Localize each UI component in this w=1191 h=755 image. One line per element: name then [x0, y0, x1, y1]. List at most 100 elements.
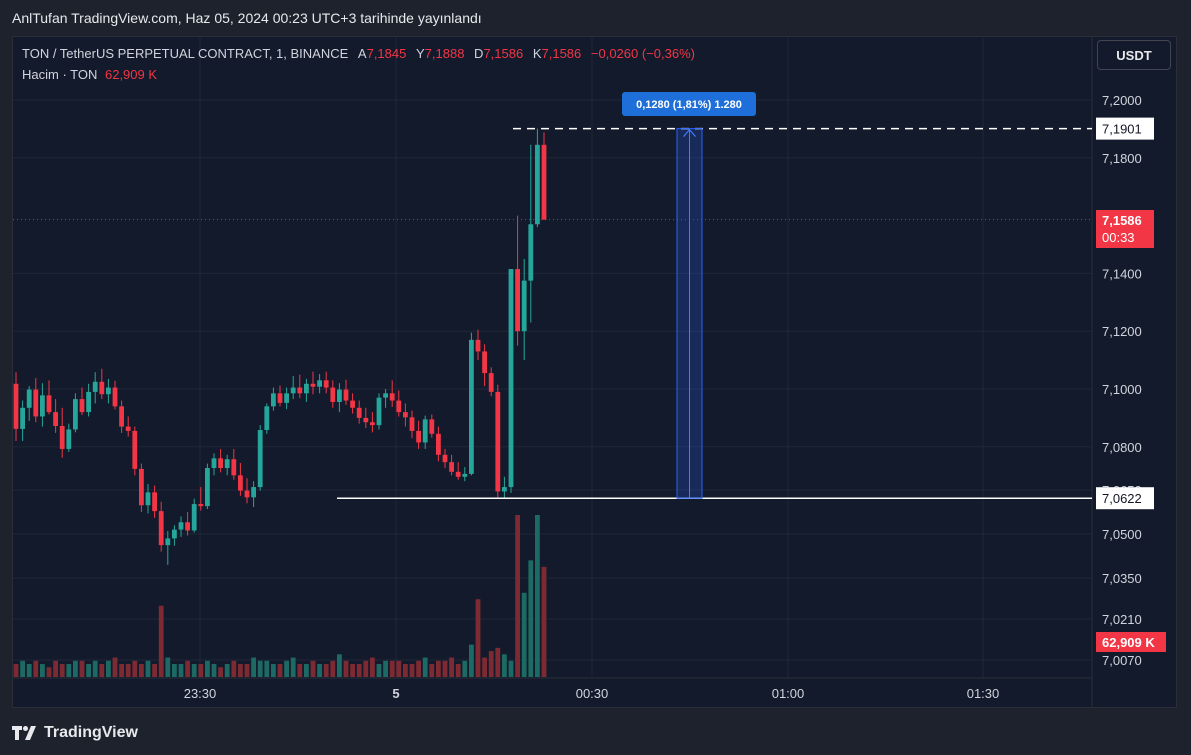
- volume-bar: [376, 664, 382, 677]
- candle-body: [290, 387, 296, 394]
- upper-price-label-box: [1096, 117, 1154, 140]
- time-tick-label: 01:30: [967, 686, 1000, 701]
- price-tick-label: 7,0800: [1102, 440, 1142, 455]
- candle-body: [205, 468, 210, 507]
- candle-body: [330, 387, 336, 403]
- candle-body: [92, 381, 98, 392]
- volume-label: Hacim · TON: [22, 67, 98, 82]
- volume-bar: [139, 664, 144, 677]
- volume-bar: [172, 664, 177, 677]
- volume-value-label-box: [1096, 632, 1166, 652]
- publish-info: AnlTufan TradingView.com, Haz 05, 2024 0…: [12, 10, 482, 26]
- low-label: D: [474, 46, 484, 61]
- candle-body: [370, 422, 375, 426]
- price-range-arrowhead: [683, 128, 696, 138]
- candle-body: [271, 393, 276, 407]
- candle-body: [218, 458, 223, 468]
- low-value: 7,1586: [483, 46, 524, 61]
- volume-bar: [238, 664, 243, 677]
- volume-bar: [224, 664, 230, 677]
- candle-body: [66, 429, 72, 449]
- volume-bar: [337, 654, 342, 677]
- tradingview-icon: [12, 726, 36, 740]
- volume-bar: [449, 657, 454, 677]
- candle-body: [26, 389, 32, 408]
- volume-bar: [383, 660, 388, 677]
- time-tick-label: 23:30: [184, 686, 217, 701]
- currency-button[interactable]: USDT: [1097, 40, 1171, 70]
- volume-bar: [462, 660, 468, 677]
- candle-body: [389, 393, 395, 401]
- tradingview-brand: TradingView: [44, 724, 138, 741]
- candle-body: [383, 393, 388, 398]
- candle-body: [238, 475, 243, 491]
- price-tick-label: 7,1000: [1102, 382, 1142, 397]
- candle-body: [363, 417, 369, 423]
- price-tick-label: 7,2000: [1102, 93, 1142, 108]
- candle-body: [469, 339, 474, 474]
- candle-body: [442, 454, 448, 463]
- volume-bar: [409, 664, 415, 677]
- volume-bar: [211, 664, 217, 677]
- candle-body: [310, 383, 316, 387]
- candle-body: [119, 406, 124, 427]
- candle-body: [356, 407, 362, 418]
- candle-body: [198, 504, 204, 507]
- volume-bar: [403, 664, 408, 677]
- last-price-label: 7,1586: [1102, 213, 1142, 228]
- volume-bar: [396, 660, 402, 677]
- candle-body: [185, 522, 190, 531]
- candle-body: [145, 492, 151, 506]
- volume-bar: [251, 657, 256, 677]
- candle-body: [257, 430, 263, 488]
- volume-bar: [185, 660, 190, 677]
- volume-bar: [13, 664, 19, 677]
- candle-body: [40, 395, 45, 417]
- time-tick-label: 01:00: [772, 686, 805, 701]
- volume-bar: [178, 664, 184, 677]
- volume-bar: [20, 660, 25, 677]
- countdown-label: 00:33: [1102, 230, 1135, 245]
- candle-body: [13, 383, 19, 429]
- volume-bar: [521, 592, 527, 677]
- volume-bar: [508, 660, 514, 677]
- candle-body: [79, 399, 85, 413]
- volume-bar: [198, 664, 204, 677]
- candle-body: [33, 389, 39, 417]
- volume-bar: [502, 654, 507, 677]
- tradingview-logo[interactable]: TradingView: [12, 724, 138, 742]
- volume-bar: [66, 664, 72, 677]
- candle-body: [376, 397, 382, 426]
- volume-bar: [257, 660, 263, 677]
- candle-body: [343, 389, 349, 401]
- volume-bar: [350, 664, 355, 677]
- volume-bar: [330, 660, 336, 677]
- volume-bar: [205, 660, 210, 677]
- candle-body: [482, 351, 487, 374]
- candle-body: [86, 391, 91, 413]
- volume-value: 62,909 K: [104, 67, 158, 82]
- volume-bar: [422, 657, 428, 677]
- candle-body: [449, 462, 454, 472]
- candle-body: [535, 144, 540, 225]
- candle-body: [521, 280, 527, 332]
- candle-body: [277, 393, 283, 403]
- lower-price-label: 7,0622: [1102, 491, 1142, 506]
- volume-bar: [158, 605, 164, 677]
- volume-bar: [92, 660, 98, 677]
- volume-bar: [244, 664, 250, 677]
- volume-bar: [59, 664, 65, 677]
- candle-body: [172, 529, 177, 539]
- candle-body: [139, 468, 144, 506]
- volume-bar: [515, 515, 520, 677]
- volume-bar: [86, 664, 91, 677]
- open-label: A: [357, 46, 367, 61]
- volume-bar: [535, 515, 540, 677]
- price-tick-label: 7,0500: [1102, 527, 1142, 542]
- candle-body: [528, 224, 534, 281]
- price-tick-label: 7,1200: [1102, 324, 1142, 339]
- candle-body: [403, 412, 408, 418]
- footer-bar: [0, 708, 1191, 755]
- volume-bar: [442, 660, 448, 677]
